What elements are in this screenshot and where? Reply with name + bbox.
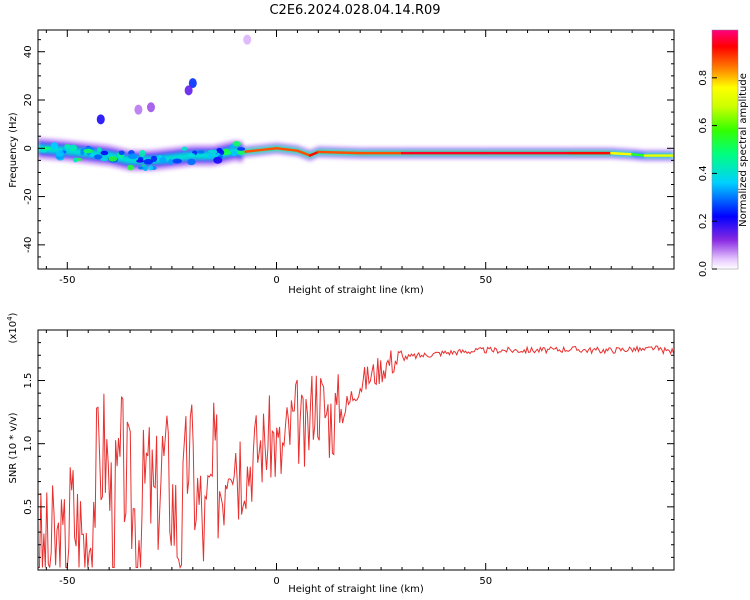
y-tick-label: 1.0 — [23, 436, 34, 452]
spectral-blob — [159, 156, 167, 164]
spectral-blob — [224, 151, 232, 155]
spectral-blob — [64, 145, 74, 150]
x-tick-label: 50 — [479, 576, 492, 587]
spectral-blob — [168, 158, 173, 166]
colorbar-ticks: 0.0 0.2 0.4 0.6 0.8 — [698, 70, 717, 277]
spectral-blob — [172, 158, 183, 164]
snr-frame — [37, 329, 675, 571]
spectral-blob — [50, 142, 59, 149]
spectral-blob — [142, 165, 149, 172]
snr-axes: -50 0 50 0.5 1.0 1.5 — [23, 330, 675, 587]
spectral-blob — [80, 148, 85, 156]
spectral-blob — [187, 152, 196, 158]
snr-y-axis-label: SNR (10 * v/v) — [8, 412, 19, 483]
x-tick-label: 0 — [273, 576, 279, 587]
spectrogram-panel: -50 0 50 40 20 0 -20 -40 Height of straight lin… — [8, 29, 675, 296]
outlier-patch — [188, 78, 197, 89]
spectral-blob — [118, 150, 125, 156]
spectrogram-y-axis-label: Frequency (Hz) — [8, 112, 19, 188]
colorbar-tick-label: 0.6 — [698, 118, 709, 134]
outlier-patch — [134, 104, 143, 115]
outlier-patch — [96, 114, 105, 125]
colorbar-label: Normalized spectral amplitude — [738, 73, 749, 227]
y-tick-label: 0 — [23, 145, 34, 151]
x-tick-label: -50 — [59, 576, 75, 587]
spectral-blob — [232, 141, 241, 147]
figure-title: C2E6.2024.028.04.14.R09 — [269, 3, 440, 18]
spectral-blob — [40, 149, 47, 153]
outlier-patch — [184, 85, 193, 96]
snr-panel: -50 0 50 0.5 1.0 1.5 Height of straight line … — [6, 312, 675, 595]
y-tick-label: 20 — [23, 94, 34, 107]
spectral-blob — [207, 149, 218, 153]
spectral-blob — [94, 154, 103, 160]
ridge-core — [296, 149, 312, 157]
spectral-blob — [55, 149, 64, 157]
spectral-blob — [237, 147, 246, 151]
x-tick-label: 50 — [479, 275, 492, 286]
spectrogram-x-axis-label: Height of straight line (km) — [288, 285, 424, 296]
spectrogram-frame — [37, 29, 675, 270]
colorbar-tick-label: 0.2 — [698, 213, 709, 229]
y-tick-label: 40 — [23, 45, 34, 58]
colorbar: 0.0 0.2 0.4 0.6 0.8 Normalized spectral ampl… — [698, 29, 749, 277]
spectral-blob — [230, 151, 238, 157]
ridge-core — [275, 147, 299, 152]
ridge-core — [308, 150, 320, 157]
outlier-patch — [243, 34, 252, 45]
snr-y-multiplier: (x104) — [6, 312, 19, 343]
spectral-blob — [197, 150, 205, 154]
spectral-blob — [100, 157, 108, 162]
ridge-core — [317, 150, 362, 155]
spectrogram-heatmap — [38, 34, 674, 172]
spectral-blob — [136, 159, 144, 163]
spectral-blob — [219, 150, 225, 155]
spectral-blob — [207, 154, 214, 159]
snr-line — [38, 344, 674, 569]
spectral-blob — [237, 149, 245, 155]
spectral-blob — [148, 165, 154, 171]
colorbar-gradient — [711, 29, 739, 270]
spectral-blob — [41, 146, 51, 151]
spectral-blob — [229, 144, 235, 149]
x-tick-label: 0 — [273, 275, 279, 286]
ridge-core — [630, 153, 646, 157]
spectral-blob — [150, 155, 158, 163]
ridge-core — [610, 151, 634, 156]
spectral-blob — [187, 158, 196, 166]
spectral-blob — [157, 155, 163, 159]
colorbar-tick-label: 0.0 — [698, 261, 709, 277]
spectral-blob — [128, 153, 138, 160]
spectral-blob — [83, 148, 94, 154]
spectral-blob — [72, 157, 78, 163]
y-tick-label: 1.5 — [23, 373, 34, 389]
snr-series — [38, 344, 674, 569]
y-tick-label: 0.5 — [23, 499, 34, 515]
spectral-blob — [138, 150, 146, 157]
spectral-blob — [108, 156, 118, 162]
snr-background — [38, 330, 674, 570]
colorbar-tick-label: 0.8 — [698, 70, 709, 86]
spectral-blob — [213, 156, 223, 164]
x-tick-label: -50 — [59, 275, 75, 286]
y-tick-label: -20 — [23, 188, 34, 204]
spectral-blob — [126, 164, 135, 171]
spectral-blob — [181, 146, 188, 151]
spectral-blob — [143, 158, 153, 165]
snr-x-axis-label: Height of straight line (km) — [288, 584, 424, 595]
outlier-patch — [146, 102, 155, 113]
spectrogram-axes: -50 0 50 40 20 0 -20 -40 — [23, 30, 675, 286]
spectral-blob — [89, 153, 96, 157]
colorbar-tick-label: 0.4 — [698, 165, 709, 181]
y-tick-label: -40 — [23, 237, 34, 253]
spectral-blob — [97, 147, 102, 153]
spectral-blob — [100, 150, 109, 156]
ridge-core — [241, 147, 278, 154]
